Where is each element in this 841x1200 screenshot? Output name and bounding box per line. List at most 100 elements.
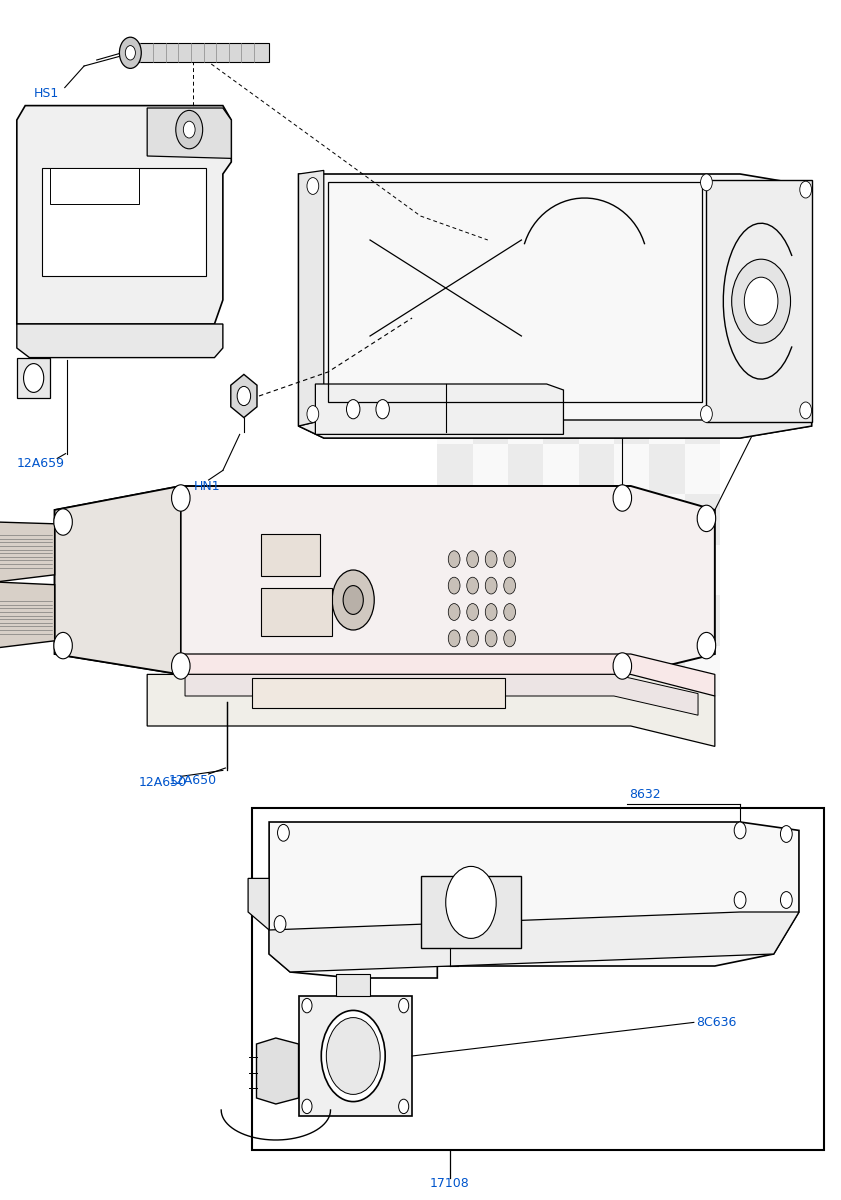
Polygon shape xyxy=(257,1038,299,1104)
Polygon shape xyxy=(130,43,269,62)
Text: HN1: HN1 xyxy=(193,480,220,492)
Bar xyxy=(579,444,614,494)
Bar xyxy=(685,646,720,696)
Text: c a t a l o g u e: c a t a l o g u e xyxy=(101,545,215,559)
Circle shape xyxy=(125,46,135,60)
Bar xyxy=(685,494,720,545)
Polygon shape xyxy=(230,374,257,418)
Bar xyxy=(543,595,579,646)
Bar xyxy=(579,646,614,696)
Circle shape xyxy=(278,824,289,841)
Circle shape xyxy=(54,632,72,659)
Polygon shape xyxy=(261,588,332,636)
Text: 12A659: 12A659 xyxy=(17,457,65,469)
Circle shape xyxy=(701,174,712,191)
Circle shape xyxy=(485,551,497,568)
Polygon shape xyxy=(50,168,139,204)
Polygon shape xyxy=(181,654,715,696)
Circle shape xyxy=(485,577,497,594)
Circle shape xyxy=(332,570,374,630)
Polygon shape xyxy=(299,170,324,426)
Circle shape xyxy=(376,400,389,419)
Polygon shape xyxy=(17,358,50,398)
Bar xyxy=(579,595,614,646)
Circle shape xyxy=(613,653,632,679)
Circle shape xyxy=(172,653,190,679)
Circle shape xyxy=(343,586,363,614)
Circle shape xyxy=(800,181,812,198)
Circle shape xyxy=(504,551,516,568)
Bar xyxy=(508,394,543,444)
Bar xyxy=(508,545,543,595)
Circle shape xyxy=(448,551,460,568)
Circle shape xyxy=(274,916,286,932)
Bar xyxy=(437,394,473,444)
Bar xyxy=(543,394,579,444)
Circle shape xyxy=(346,400,360,419)
Text: S o u r c e 4 P a r t s: S o u r c e 4 P a r t s xyxy=(101,590,283,608)
Polygon shape xyxy=(299,996,412,1116)
Bar xyxy=(649,545,685,595)
Circle shape xyxy=(176,110,203,149)
Circle shape xyxy=(485,630,497,647)
Circle shape xyxy=(448,630,460,647)
Circle shape xyxy=(183,121,195,138)
Circle shape xyxy=(302,998,312,1013)
Circle shape xyxy=(504,630,516,647)
Polygon shape xyxy=(420,876,521,948)
Bar xyxy=(473,394,508,444)
Text: 17108: 17108 xyxy=(430,1177,470,1189)
Circle shape xyxy=(307,406,319,422)
Circle shape xyxy=(24,364,44,392)
Text: 8C636: 8C636 xyxy=(696,1016,737,1028)
Circle shape xyxy=(302,1099,312,1114)
Polygon shape xyxy=(336,974,370,996)
Bar xyxy=(508,494,543,545)
Circle shape xyxy=(697,505,716,532)
Polygon shape xyxy=(147,674,715,746)
Bar xyxy=(685,545,720,595)
Circle shape xyxy=(448,577,460,594)
Circle shape xyxy=(172,485,190,511)
Bar xyxy=(437,646,473,696)
Circle shape xyxy=(734,892,746,908)
Bar xyxy=(473,646,508,696)
Bar xyxy=(473,595,508,646)
Polygon shape xyxy=(299,174,812,438)
Bar xyxy=(437,545,473,595)
Bar xyxy=(543,646,579,696)
Circle shape xyxy=(467,630,479,647)
Text: 12A650: 12A650 xyxy=(139,776,187,788)
Bar xyxy=(508,595,543,646)
Circle shape xyxy=(697,632,716,659)
Bar xyxy=(437,494,473,545)
Circle shape xyxy=(504,577,516,594)
Bar xyxy=(649,595,685,646)
Bar xyxy=(437,595,473,646)
Bar xyxy=(614,494,649,545)
Polygon shape xyxy=(269,822,799,978)
Circle shape xyxy=(744,277,778,325)
Circle shape xyxy=(54,509,72,535)
Bar xyxy=(579,545,614,595)
Bar xyxy=(543,444,579,494)
Polygon shape xyxy=(706,180,812,422)
Circle shape xyxy=(119,37,141,68)
Bar xyxy=(649,494,685,545)
Bar xyxy=(614,444,649,494)
Bar xyxy=(685,595,720,646)
Bar xyxy=(614,595,649,646)
Polygon shape xyxy=(17,106,231,324)
Bar xyxy=(508,444,543,494)
Circle shape xyxy=(800,402,812,419)
Circle shape xyxy=(446,866,496,938)
Circle shape xyxy=(321,1010,385,1102)
Circle shape xyxy=(504,604,516,620)
Bar xyxy=(437,444,473,494)
Bar xyxy=(508,646,543,696)
Polygon shape xyxy=(248,878,269,930)
Bar xyxy=(579,494,614,545)
Bar xyxy=(473,444,508,494)
Bar xyxy=(543,545,579,595)
Circle shape xyxy=(399,1099,409,1114)
